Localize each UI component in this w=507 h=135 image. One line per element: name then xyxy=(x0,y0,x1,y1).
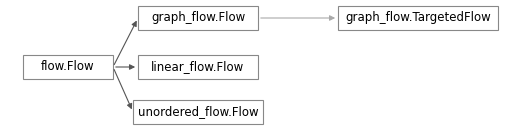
Text: graph_flow.TargetedFlow: graph_flow.TargetedFlow xyxy=(345,11,491,24)
Text: linear_flow.Flow: linear_flow.Flow xyxy=(152,60,244,73)
Text: unordered_flow.Flow: unordered_flow.Flow xyxy=(138,105,258,119)
FancyBboxPatch shape xyxy=(23,55,113,79)
FancyBboxPatch shape xyxy=(138,55,258,79)
FancyBboxPatch shape xyxy=(138,6,258,30)
FancyBboxPatch shape xyxy=(338,6,498,30)
FancyBboxPatch shape xyxy=(133,100,263,124)
Text: graph_flow.Flow: graph_flow.Flow xyxy=(151,11,245,24)
Text: flow.Flow: flow.Flow xyxy=(41,60,95,73)
